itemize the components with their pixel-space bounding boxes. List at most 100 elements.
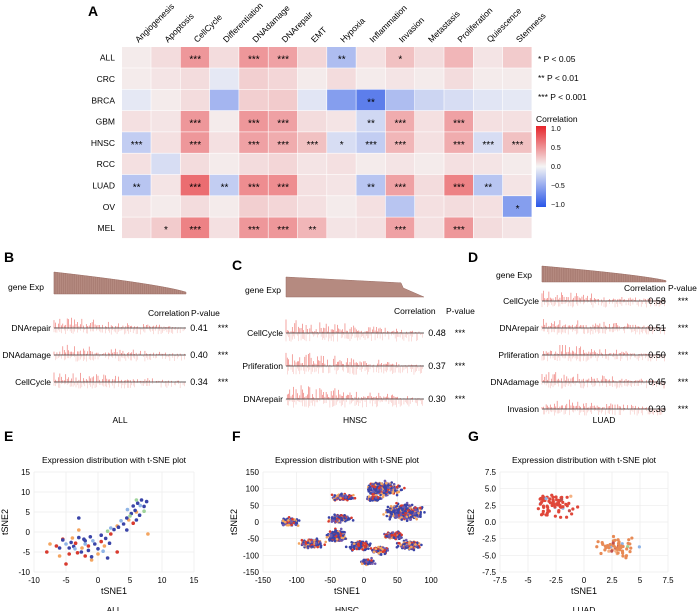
scatter-point [103, 544, 107, 548]
scatter-point [540, 497, 543, 500]
heatmap-cell [239, 196, 268, 217]
scatter-point [126, 508, 130, 512]
scatter-point [394, 533, 397, 536]
scatter-point [393, 483, 396, 486]
x-tick-label: 10 [158, 576, 167, 585]
scatter-point [414, 512, 417, 515]
heatmap-cell [122, 217, 151, 238]
heatmap-cell [503, 111, 532, 132]
track-corr: 0.51 [648, 323, 666, 333]
track-p: *** [218, 350, 229, 360]
scatter-point [343, 517, 346, 520]
heatmap-stars: *** [248, 182, 260, 193]
heatmap-cell [122, 154, 151, 175]
scatter-point [569, 495, 572, 498]
x-tick-label: 50 [393, 576, 402, 585]
colorbar-tick: 0.0 [551, 164, 561, 171]
scatter-point [331, 537, 334, 540]
heatmap-cell [269, 154, 298, 175]
track-p: *** [218, 323, 229, 333]
scatter-point [392, 536, 395, 539]
heatmap: AngiogenesisApoptosisCellCycleDifferenti… [91, 0, 587, 238]
heatmap-cell [415, 132, 444, 153]
scatter-point [316, 537, 319, 540]
scatter-point [307, 541, 310, 544]
scatter-point [298, 542, 301, 545]
scatter-point [336, 532, 339, 535]
scatter-point [411, 543, 414, 546]
heatmap-cell [239, 154, 268, 175]
scatter-point [386, 515, 389, 518]
y-tick-label: 0.0 [485, 518, 497, 527]
scatter-point [554, 495, 557, 498]
y-tick-label: -10 [18, 568, 30, 577]
heatmap-stars: *** [248, 225, 260, 236]
scatter-title: Expression distribution with t-SNE plot [42, 455, 187, 465]
heatmap-cell [122, 90, 151, 111]
heatmap-stars: ** [367, 182, 375, 193]
heatmap-cell [386, 154, 415, 175]
heatmap-stars: *** [482, 140, 494, 151]
scatter-point [409, 518, 412, 521]
heatmap-cell [444, 154, 473, 175]
gene-exp-label: gene Exp [8, 282, 44, 292]
scatter-point [327, 520, 330, 523]
scatter-point [77, 528, 81, 532]
scatter-point [128, 514, 132, 518]
scatter-point [415, 518, 418, 521]
scatter-point [400, 514, 403, 517]
scatter-point [559, 516, 562, 519]
panel-caption: LUAD [593, 415, 616, 425]
track-p: *** [678, 350, 689, 360]
heatmap-cell [327, 217, 356, 238]
scatter-point [366, 498, 369, 501]
x-tick-label: 0 [96, 576, 101, 585]
scatter-title: Expression distribution with t-SNE plot [275, 455, 420, 465]
scatter-point [80, 546, 84, 550]
x-tick-label: 0 [362, 576, 367, 585]
track-corr: 0.30 [428, 394, 446, 404]
track-label: DNArepair [243, 394, 283, 404]
scatter-point [89, 535, 93, 539]
heatmap-cell [210, 217, 239, 238]
panel-letter-G: G [468, 428, 479, 444]
scatter-point [146, 532, 150, 536]
scatter-point [420, 544, 423, 547]
scatter-point [324, 541, 327, 544]
scatter-point [336, 538, 339, 541]
heatmap-stars: *** [453, 140, 465, 151]
scatter-title: Expression distribution with t-SNE plot [512, 455, 657, 465]
scatter-point [396, 494, 399, 497]
heatmap-col-label-6: EMT [309, 25, 329, 45]
track-label: Prliferation [242, 361, 283, 371]
scatter-point [379, 494, 382, 497]
scatter-point [83, 542, 87, 546]
scatter-point [71, 536, 75, 540]
scatter-subtitle: LUAD [573, 605, 596, 611]
scatter-point [414, 543, 417, 546]
scatter-point [403, 543, 406, 546]
scatter-point [369, 499, 372, 502]
scatter-point [315, 542, 318, 545]
scatter-point [356, 548, 359, 551]
heatmap-cell [151, 68, 180, 89]
heatmap-stars: *** [307, 140, 319, 151]
scatter-point [385, 535, 388, 538]
scatter-point [339, 534, 342, 537]
gene-exp-label: gene Exp [245, 285, 281, 295]
scatter-point [311, 545, 314, 548]
scatter-point [561, 505, 564, 508]
scatter-point [388, 534, 391, 537]
scatter-point [395, 502, 398, 505]
heatmap-stars: *** [453, 182, 465, 193]
scatter-point [354, 497, 357, 500]
heatmap-stars: *** [277, 119, 289, 130]
heatmap-stars: *** [248, 119, 260, 130]
scatter-point [326, 536, 329, 539]
x-tick-label: -50 [324, 576, 336, 585]
colorbar-tick: 1.0 [551, 126, 561, 133]
heatmap-row-label-7: OV [103, 202, 116, 212]
scatter-point [409, 504, 412, 507]
track-corr: 0.48 [428, 328, 446, 338]
